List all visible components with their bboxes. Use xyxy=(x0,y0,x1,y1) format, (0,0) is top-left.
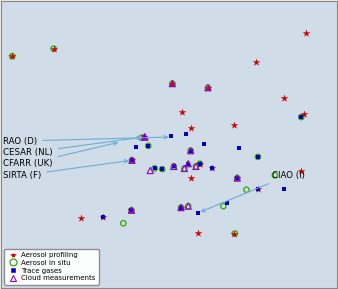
Point xyxy=(9,54,15,58)
Point xyxy=(129,208,134,212)
Point xyxy=(179,110,184,115)
Point xyxy=(129,208,134,212)
Point xyxy=(282,187,287,191)
Point xyxy=(298,115,304,119)
Text: CESAR (NL): CESAR (NL) xyxy=(3,136,141,157)
Point xyxy=(152,166,157,171)
Point xyxy=(255,155,261,159)
Point xyxy=(253,59,258,64)
Point xyxy=(244,187,249,192)
Point xyxy=(205,85,211,90)
Point xyxy=(236,146,241,150)
Point xyxy=(78,216,83,221)
Point xyxy=(197,161,202,166)
Point xyxy=(195,211,200,215)
Point xyxy=(171,164,176,169)
Point xyxy=(272,173,277,178)
Point xyxy=(186,204,191,208)
Point xyxy=(255,155,261,159)
Point xyxy=(186,161,191,166)
Point xyxy=(170,81,175,86)
Point xyxy=(183,132,189,136)
Point xyxy=(197,161,202,166)
Point xyxy=(221,204,226,208)
Point xyxy=(100,215,106,219)
Point xyxy=(195,231,200,235)
Point xyxy=(231,232,237,236)
Point xyxy=(170,81,175,86)
Point xyxy=(51,46,56,51)
Point xyxy=(171,164,176,169)
Point xyxy=(160,167,165,171)
Point xyxy=(255,187,261,191)
Point xyxy=(188,176,193,180)
Legend: Aerosol profiling, Aerosol in situ, Trace gases, Cloud measurements: Aerosol profiling, Aerosol in situ, Trac… xyxy=(4,249,99,285)
Point xyxy=(186,204,191,208)
Point xyxy=(186,161,191,166)
Point xyxy=(298,115,304,119)
Point xyxy=(188,126,193,130)
Point xyxy=(139,135,144,140)
Point xyxy=(142,135,148,139)
Text: SIRTA (F): SIRTA (F) xyxy=(3,160,128,180)
Point xyxy=(152,166,157,171)
Point xyxy=(148,168,153,173)
Point xyxy=(205,85,211,90)
Point xyxy=(235,176,240,180)
Point xyxy=(142,135,147,139)
Text: RAO (D): RAO (D) xyxy=(3,136,167,146)
Point xyxy=(224,200,230,205)
Point xyxy=(197,161,202,166)
Point xyxy=(182,166,187,171)
Point xyxy=(100,215,106,219)
Point xyxy=(188,148,193,153)
Point xyxy=(51,46,56,51)
Point xyxy=(142,135,147,139)
Point xyxy=(232,231,238,236)
Point xyxy=(129,158,135,162)
Point xyxy=(146,144,151,148)
Point xyxy=(171,164,176,169)
Point xyxy=(178,205,184,210)
Point xyxy=(193,164,199,169)
Point xyxy=(121,221,126,225)
Point xyxy=(201,142,206,146)
Point xyxy=(129,208,134,212)
Point xyxy=(129,158,135,162)
Point xyxy=(235,176,240,180)
Point xyxy=(301,111,306,116)
Point xyxy=(282,96,287,100)
Point xyxy=(182,166,187,171)
Point xyxy=(188,148,193,153)
Point xyxy=(188,148,193,153)
Point xyxy=(193,164,199,169)
Point xyxy=(178,205,184,210)
Point xyxy=(210,166,215,171)
Point xyxy=(170,81,175,86)
Point xyxy=(298,168,304,173)
Point xyxy=(129,208,134,212)
Point xyxy=(169,133,174,138)
Point xyxy=(146,144,151,148)
Point xyxy=(160,167,165,171)
Text: CFARR (UK): CFARR (UK) xyxy=(3,142,117,168)
Point xyxy=(129,158,135,162)
Point xyxy=(231,123,237,128)
Point xyxy=(178,205,184,210)
Point xyxy=(205,85,211,90)
Point xyxy=(133,145,139,149)
Point xyxy=(303,31,309,35)
Point xyxy=(178,205,184,210)
Point xyxy=(255,187,261,191)
Point xyxy=(9,54,15,58)
Point xyxy=(142,135,147,139)
Point xyxy=(210,166,215,171)
Point xyxy=(129,158,135,162)
Text: CIAO (I): CIAO (I) xyxy=(201,171,305,212)
Point xyxy=(235,176,240,180)
Point xyxy=(235,176,240,180)
